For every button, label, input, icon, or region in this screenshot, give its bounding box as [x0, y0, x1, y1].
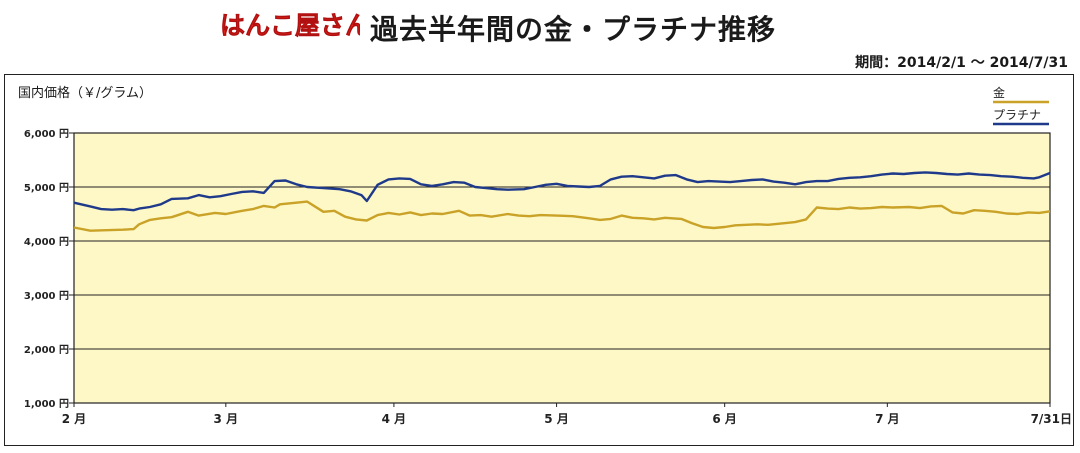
y-tick-label: 4,000 円 [24, 236, 69, 248]
period-label: 期間： 2014/2/1 ～ 2014/7/31 [855, 52, 1068, 72]
legend-label: 金 [993, 85, 1005, 100]
series-line-platinum [73, 171, 1051, 212]
period-range: 2014/2/1 ～ 2014/7/31 [897, 55, 1068, 71]
x-tick-label: 6 月 [712, 412, 737, 426]
page-title: 過去半年間の金・プラチナ推移 [370, 13, 777, 46]
x-tick-label: 7/31日 [1031, 412, 1072, 426]
y-tick-label: 3,000 円 [24, 290, 69, 302]
series-line-gold [73, 200, 1051, 232]
x-tick-label: 2 月 [62, 412, 87, 426]
legend-label: プラチナ [993, 108, 1041, 122]
x-tick-label: 7 月 [875, 412, 900, 426]
y-tick-label: 2,000 円 [24, 344, 69, 356]
y-tick-label: 5,000 円 [24, 182, 69, 194]
y-tick-label: 6,000 円 [24, 128, 69, 140]
plot-area: 1,000 円 2,000 円 3,000 円 4,000 円 5,000 円 6,000… [24, 85, 1072, 426]
y-axis-label: 国内価格（￥/グラム） [18, 86, 152, 101]
x-tick-label: 5 月 [544, 412, 569, 426]
y-tick-label: 1,000 円 [24, 398, 69, 410]
x-tick-label: 3 月 [214, 412, 239, 426]
x-tick-label: 4 月 [382, 412, 407, 426]
plot-background [73, 132, 1051, 404]
period-prefix: 期間： [855, 55, 898, 71]
